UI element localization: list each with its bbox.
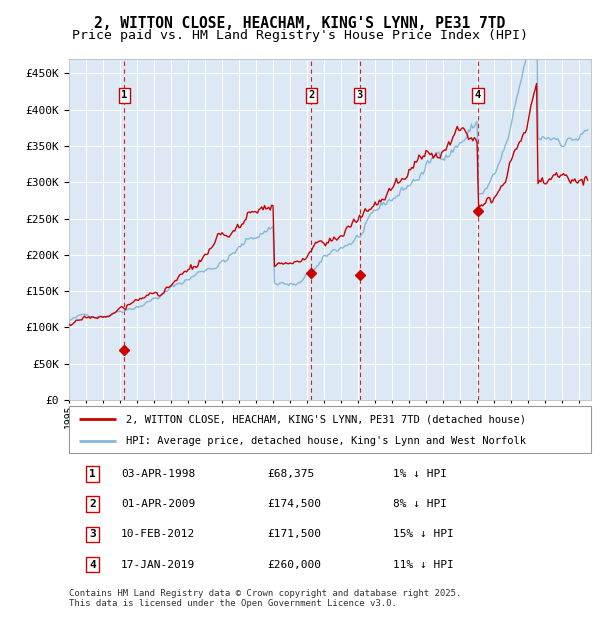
Text: 2: 2 [89, 499, 96, 509]
Text: Price paid vs. HM Land Registry's House Price Index (HPI): Price paid vs. HM Land Registry's House … [72, 29, 528, 42]
Text: Contains HM Land Registry data © Crown copyright and database right 2025.
This d: Contains HM Land Registry data © Crown c… [69, 589, 461, 608]
Text: 15% ↓ HPI: 15% ↓ HPI [392, 529, 454, 539]
Text: 2, WITTON CLOSE, HEACHAM, KING'S LYNN, PE31 7TD: 2, WITTON CLOSE, HEACHAM, KING'S LYNN, P… [94, 16, 506, 30]
Text: HPI: Average price, detached house, King's Lynn and West Norfolk: HPI: Average price, detached house, King… [127, 436, 526, 446]
Text: 03-APR-1998: 03-APR-1998 [121, 469, 196, 479]
Text: £260,000: £260,000 [268, 560, 322, 570]
Text: 17-JAN-2019: 17-JAN-2019 [121, 560, 196, 570]
Text: 01-APR-2009: 01-APR-2009 [121, 499, 196, 509]
Text: 1: 1 [89, 469, 96, 479]
Text: 3: 3 [356, 90, 363, 100]
Text: 10-FEB-2012: 10-FEB-2012 [121, 529, 196, 539]
FancyBboxPatch shape [69, 406, 591, 453]
Text: 3: 3 [89, 529, 96, 539]
Text: £174,500: £174,500 [268, 499, 322, 509]
Text: 2: 2 [308, 90, 314, 100]
Text: £68,375: £68,375 [268, 469, 314, 479]
Text: 8% ↓ HPI: 8% ↓ HPI [392, 499, 446, 509]
Text: £171,500: £171,500 [268, 529, 322, 539]
Text: 2, WITTON CLOSE, HEACHAM, KING'S LYNN, PE31 7TD (detached house): 2, WITTON CLOSE, HEACHAM, KING'S LYNN, P… [127, 414, 526, 424]
Text: 1% ↓ HPI: 1% ↓ HPI [392, 469, 446, 479]
Text: 11% ↓ HPI: 11% ↓ HPI [392, 560, 454, 570]
Text: 1: 1 [121, 90, 127, 100]
Text: 4: 4 [89, 560, 96, 570]
Text: 4: 4 [475, 90, 481, 100]
